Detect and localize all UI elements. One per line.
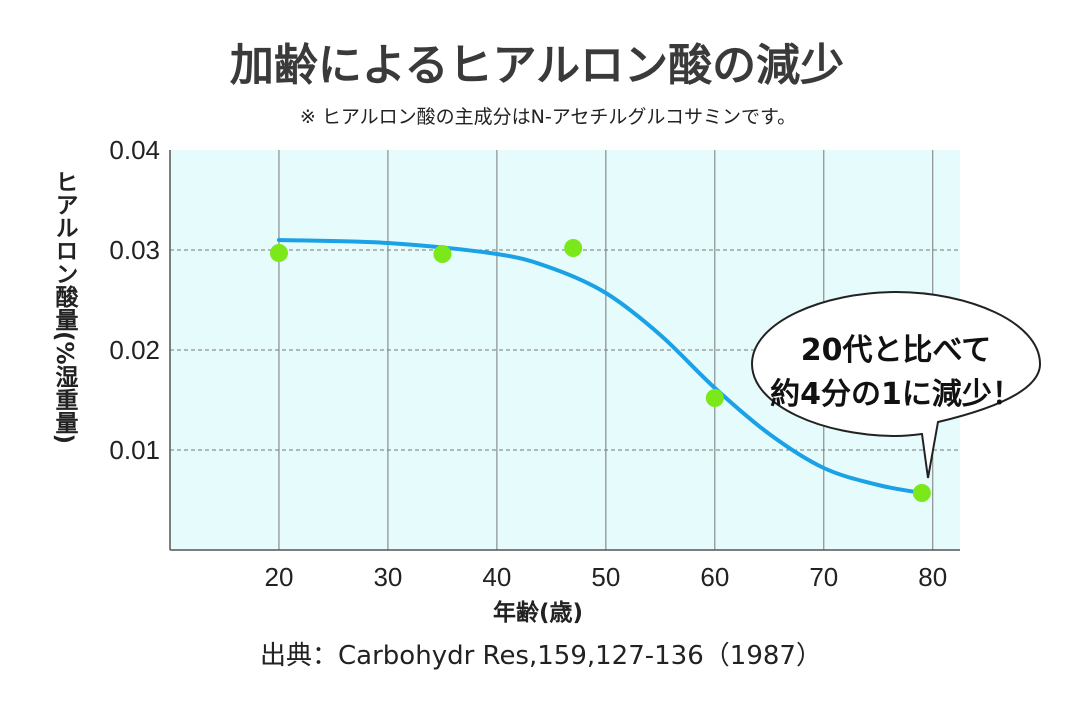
y-axis-label: ヒアルロン酸量(%湿重量) <box>51 170 79 444</box>
data-point <box>433 245 452 263</box>
callout-line-1: 20代と比べて <box>801 333 992 368</box>
x-tick-label: 40 <box>482 562 511 592</box>
chart-title: 加齢によるヒアルロン酸の減少 <box>230 40 844 91</box>
y-tick-labels: 0.04 0.03 0.02 0.01 <box>109 135 160 465</box>
x-tick-label: 60 <box>700 562 729 592</box>
x-tick-label: 50 <box>591 562 620 592</box>
y-tick-label: 0.02 <box>109 335 160 365</box>
callout-line-2: 約4分の1に減少！ <box>770 377 1022 412</box>
y-tick-label: 0.04 <box>109 135 160 165</box>
callout-bubble <box>750 290 1042 479</box>
chart-note: ※ ヒアルロン酸の主成分はN-アセチルグルコサミンです。 <box>300 106 796 128</box>
trend-curve <box>276 238 924 495</box>
x-tick-label: 80 <box>918 562 947 592</box>
axes <box>169 150 960 551</box>
x-axis-label: 年齢(歳) <box>493 599 583 626</box>
data-point <box>705 389 724 407</box>
x-tick-label: 30 <box>373 562 402 592</box>
callout: 20代と比べて 約4分の1に減少！ <box>750 290 1042 479</box>
y-tick-label: 0.03 <box>109 235 160 265</box>
data-point <box>269 244 288 262</box>
data-points <box>269 239 931 502</box>
source-citation: 出典：Carbohydr Res,159,127-136（1987） <box>260 641 822 671</box>
data-point <box>912 484 931 502</box>
y-tick-label: 0.01 <box>109 435 160 465</box>
x-tick-label: 20 <box>265 562 294 592</box>
x-tick-label: 70 <box>809 562 838 592</box>
x-tick-labels: 20 30 40 50 60 70 80 <box>265 562 948 592</box>
data-point <box>564 239 583 257</box>
